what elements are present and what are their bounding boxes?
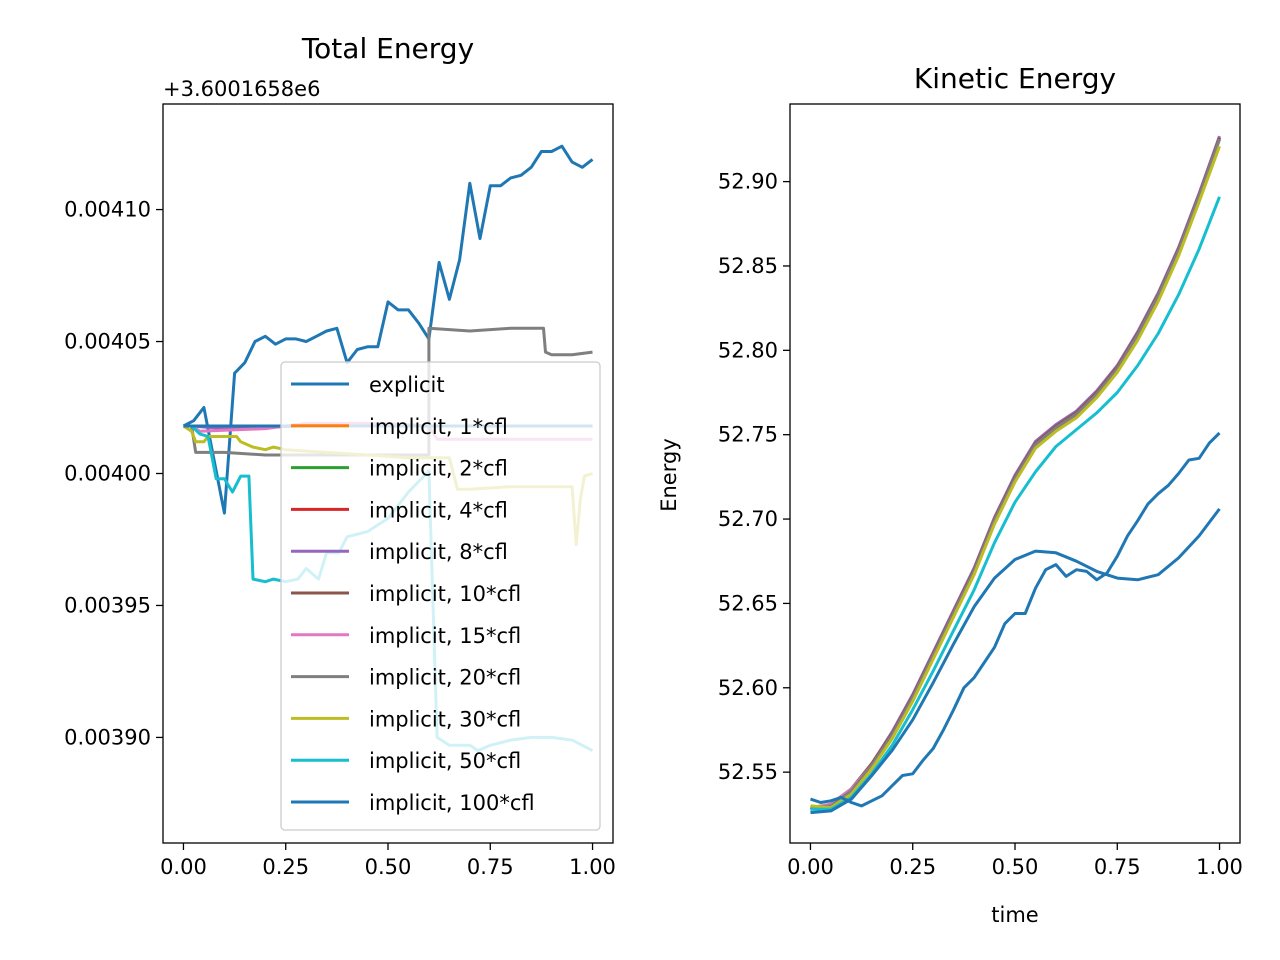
legend-label: implicit, 2*cfl	[369, 457, 508, 481]
y-tick-label: 52.55	[718, 760, 778, 784]
plot-lines-kinetic-energy	[810, 135, 1221, 815]
panel-kinetic-energy: Kinetic Energy 0.00 0.25 0.50 0.75 1.00 52.5…	[657, 62, 1243, 927]
y-tick-label: 0.00405	[64, 330, 151, 354]
legend-label: implicit, 30*cfl	[369, 707, 521, 731]
x-axis-ticks: 0.00 0.25 0.50 0.75 1.00	[787, 843, 1243, 879]
y-axis-ticks: 0.00390 0.00395 0.00400 0.00405 0.00410	[64, 198, 163, 749]
series-line-0	[182, 144, 594, 515]
x-tick-label: 0.00	[160, 855, 207, 879]
y-tick-label: 52.65	[718, 591, 778, 615]
y-axis-label: Energy	[657, 438, 681, 512]
legend-frame	[280, 361, 601, 831]
plot-frame-kinetic-energy	[789, 103, 1241, 844]
legend-label: implicit, 10*cfl	[369, 582, 521, 606]
legend-label: implicit, 8*cfl	[369, 540, 508, 564]
series-line-8	[810, 145, 1221, 810]
y-offset-text: +3.6001658e6	[163, 77, 320, 101]
y-axis-ticks: 52.55 52.60 52.65 52.70 52.75 52.80 52.85 52.90	[718, 170, 790, 784]
chart-title-kinetic-energy: Kinetic Energy	[914, 62, 1116, 95]
x-tick-label: 0.25	[262, 855, 309, 879]
series-line-11	[810, 431, 1221, 808]
legend-label: explicit	[369, 373, 445, 397]
legend-label: implicit, 100*cfl	[369, 791, 535, 815]
legend: explicit implicit, 1*cfl implicit, 2*cfl im…	[280, 361, 601, 831]
y-tick-label: 52.90	[718, 170, 778, 194]
x-tick-label: 0.75	[467, 855, 514, 879]
series-line-10	[810, 507, 1221, 815]
x-axis-label: time	[991, 903, 1038, 927]
x-tick-label: 0.25	[889, 855, 936, 879]
panel-total-energy: Total Energy +3.6001658e6 0.00 0.25 0.50 0.…	[64, 32, 616, 879]
y-tick-label: 52.80	[718, 338, 778, 362]
y-tick-label: 52.70	[718, 507, 778, 531]
legend-label: implicit, 1*cfl	[369, 415, 508, 439]
y-tick-label: 0.00410	[64, 198, 151, 222]
chart-title-total-energy: Total Energy	[301, 32, 474, 65]
plot-frame-total-energy	[162, 103, 614, 844]
y-tick-label: 0.00395	[64, 593, 151, 617]
x-tick-label: 0.00	[787, 855, 834, 879]
x-tick-label: 0.50	[992, 855, 1039, 879]
y-tick-label: 0.00400	[64, 462, 151, 486]
x-tick-label: 0.50	[365, 855, 412, 879]
x-tick-label: 1.00	[569, 855, 616, 879]
x-tick-label: 1.00	[1196, 855, 1243, 879]
y-tick-label: 0.00390	[64, 725, 151, 749]
legend-label: implicit, 15*cfl	[369, 624, 521, 648]
legend-label: implicit, 50*cfl	[369, 749, 521, 773]
x-axis-ticks: 0.00 0.25 0.50 0.75 1.00	[160, 843, 616, 879]
legend-label: implicit, 4*cfl	[369, 498, 508, 522]
x-tick-label: 0.75	[1094, 855, 1141, 879]
y-tick-label: 52.60	[718, 676, 778, 700]
y-tick-label: 52.75	[718, 423, 778, 447]
y-tick-label: 52.85	[718, 254, 778, 278]
legend-label: implicit, 20*cfl	[369, 666, 521, 690]
series-line-7	[810, 138, 1221, 810]
series-line-9	[810, 196, 1221, 811]
